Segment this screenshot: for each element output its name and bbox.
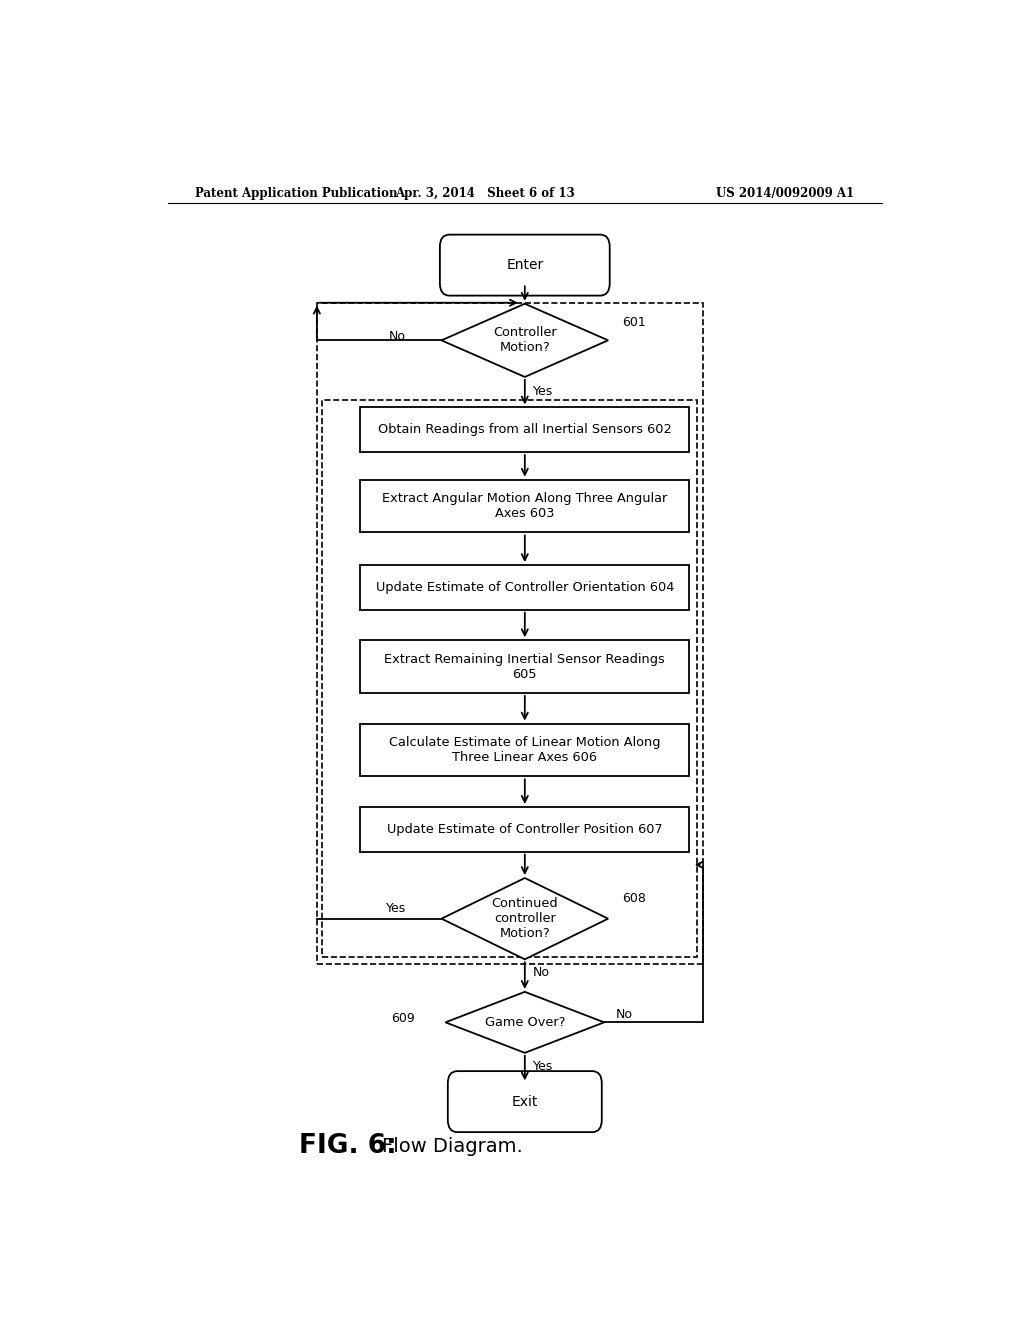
Text: Yes: Yes (532, 384, 553, 397)
Text: No: No (616, 1007, 633, 1020)
Text: Obtain Readings from all Inertial Sensors 602: Obtain Readings from all Inertial Sensor… (378, 424, 672, 437)
Bar (323, 400, 697, 957)
FancyBboxPatch shape (440, 235, 609, 296)
Bar (360, 408, 689, 453)
Text: Continued
controller
Motion?: Continued controller Motion? (492, 898, 558, 940)
Text: No: No (532, 966, 550, 979)
Text: FIG. 6:: FIG. 6: (299, 1134, 396, 1159)
Text: US 2014/0092009 A1: US 2014/0092009 A1 (716, 187, 854, 201)
Polygon shape (445, 991, 604, 1053)
Bar (360, 565, 689, 610)
Bar (360, 807, 689, 851)
Text: No: No (389, 330, 406, 343)
Text: Update Estimate of Controller Position 607: Update Estimate of Controller Position 6… (387, 822, 663, 836)
Text: Flow Diagram.: Flow Diagram. (382, 1137, 522, 1156)
Polygon shape (441, 304, 608, 378)
Text: Enter: Enter (506, 259, 544, 272)
Text: Update Estimate of Controller Orientation 604: Update Estimate of Controller Orientatio… (376, 581, 674, 594)
Bar (360, 479, 689, 532)
Text: Apr. 3, 2014   Sheet 6 of 13: Apr. 3, 2014 Sheet 6 of 13 (395, 187, 575, 201)
Text: Yes: Yes (385, 902, 406, 915)
Bar (360, 723, 689, 776)
Text: 608: 608 (623, 892, 646, 904)
Text: Controller
Motion?: Controller Motion? (493, 326, 557, 354)
Text: Patent Application Publication: Patent Application Publication (196, 187, 398, 201)
Text: Extract Remaining Inertial Sensor Readings
605: Extract Remaining Inertial Sensor Readin… (384, 652, 666, 681)
Bar (360, 640, 689, 693)
Text: Extract Angular Motion Along Three Angular
Axes 603: Extract Angular Motion Along Three Angul… (382, 492, 668, 520)
Text: Exit: Exit (512, 1094, 538, 1109)
Text: Yes: Yes (532, 1060, 553, 1073)
Text: Game Over?: Game Over? (484, 1016, 565, 1028)
FancyBboxPatch shape (447, 1071, 602, 1133)
Polygon shape (441, 878, 608, 960)
Text: 609: 609 (391, 1011, 415, 1024)
Text: 601: 601 (623, 315, 646, 329)
Text: Calculate Estimate of Linear Motion Along
Three Linear Axes 606: Calculate Estimate of Linear Motion Alon… (389, 737, 660, 764)
Bar (316, 302, 702, 965)
